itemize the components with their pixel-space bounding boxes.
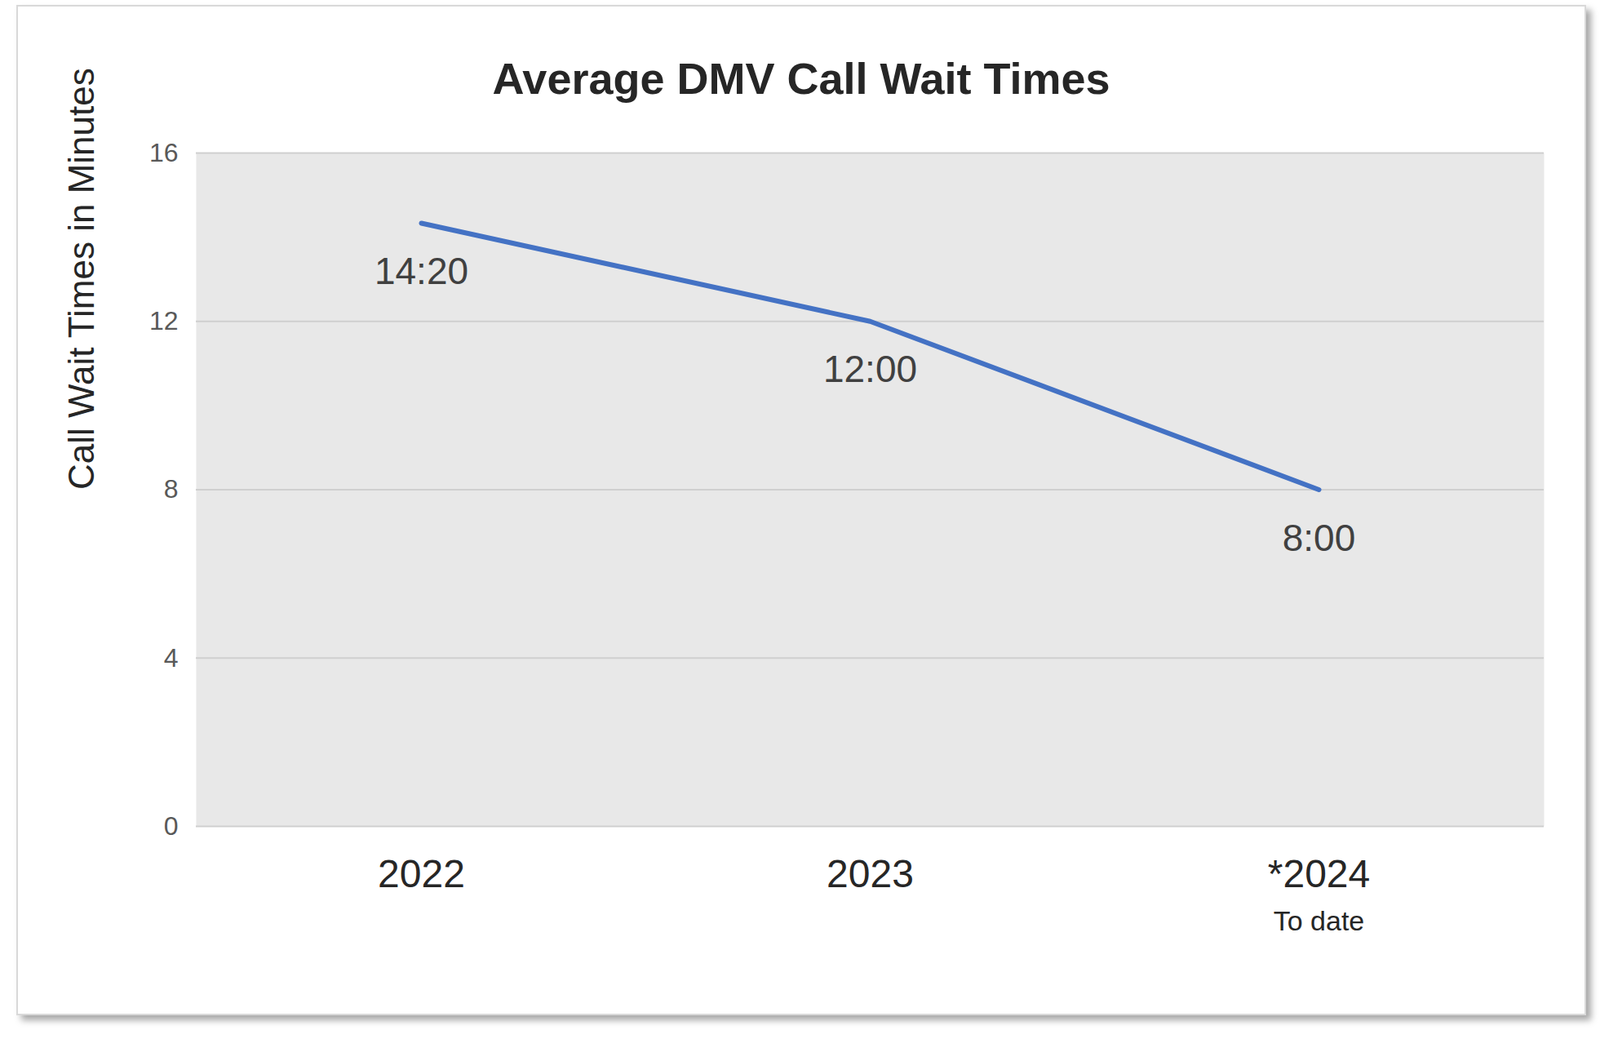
html-text:Average DMV Call Wait Times: Average DMV Call Wait Times [492,53,1111,103]
svg-text:14:20: 14:20 [374,249,469,293]
svg-text:To date: To date [1273,904,1366,936]
svg-text:Call Wait Times in Minutes: Call Wait Times in Minutes [61,67,102,490]
svg-text:*2024: *2024 [1267,851,1370,896]
svg-text:8: 8 [163,474,179,504]
svg-text:16: 16 [149,137,179,168]
svg-text:12: 12 [149,305,179,336]
svg-text:8:00: 8:00 [1282,516,1357,559]
svg-text:12:00: 12:00 [823,347,918,391]
svg-text:0: 0 [163,811,179,841]
svg-text:2022: 2022 [377,851,466,896]
svg-text:4: 4 [163,642,179,672]
svg-text:2023: 2023 [826,851,914,896]
